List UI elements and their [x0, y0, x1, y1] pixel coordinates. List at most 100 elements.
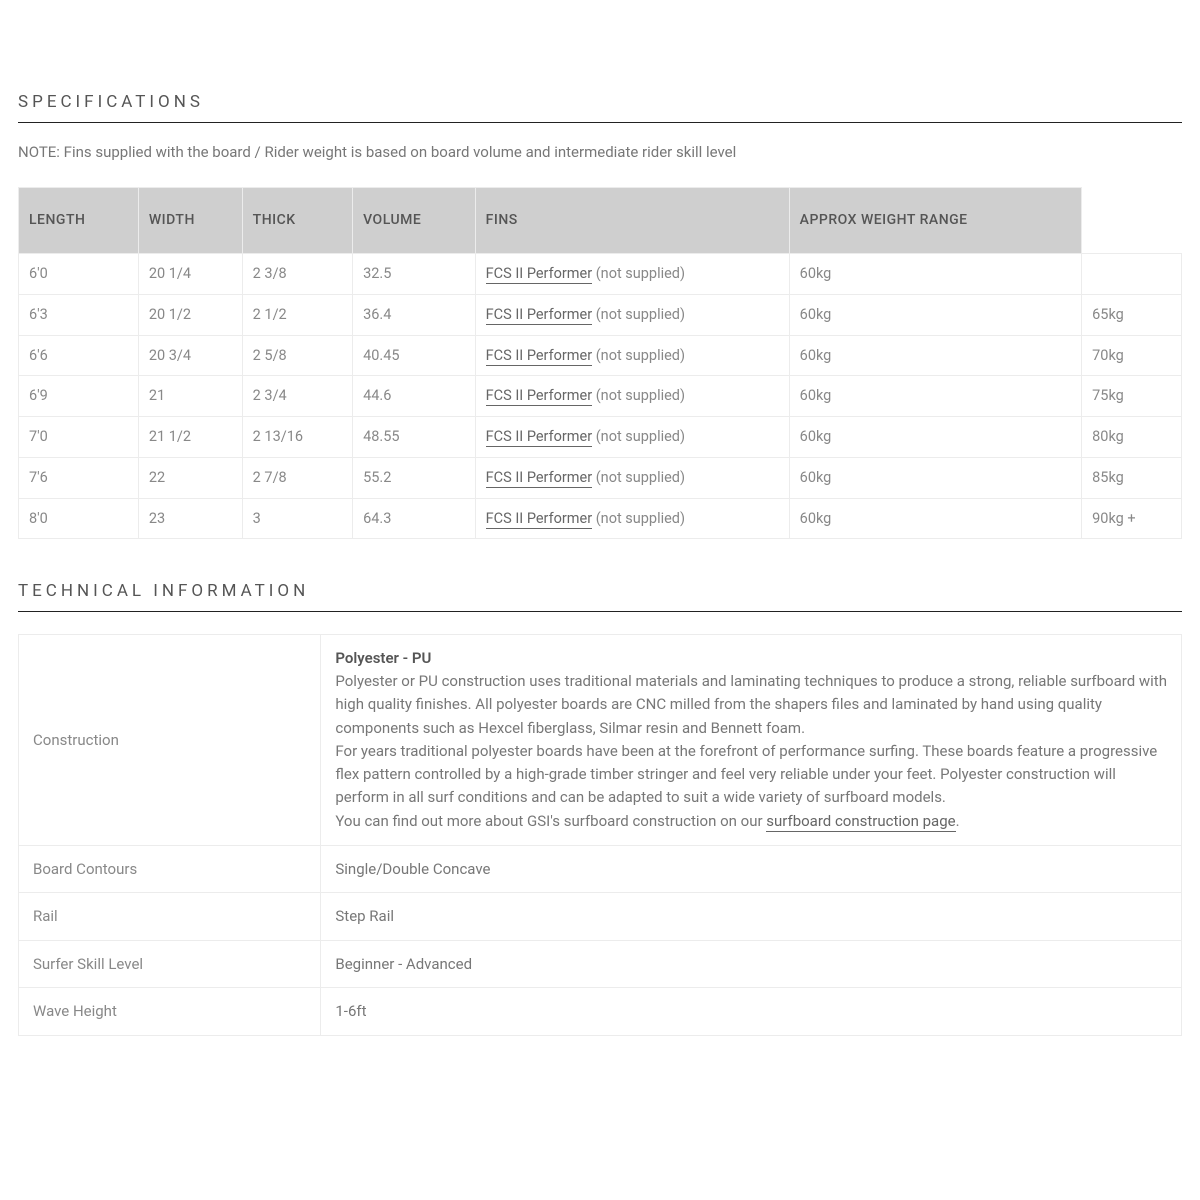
col-length: LENGTH [19, 188, 139, 254]
table-row: 7'6222 7/855.2FCS II Performer (not supp… [19, 457, 1182, 498]
construction-value: Polyester - PU Polyester or PU construct… [321, 634, 1182, 845]
tech-value: 1-6ft [321, 988, 1182, 1036]
construction-subtitle: Polyester - PU [335, 649, 431, 667]
fins-suffix: (not supplied) [592, 510, 685, 527]
cell-thick: 2 7/8 [242, 457, 352, 498]
cell-weight2: 75kg [1082, 376, 1182, 417]
cell-fins: FCS II Performer (not supplied) [475, 417, 789, 458]
tech-label: Rail [19, 893, 321, 941]
fins-suffix: (not supplied) [592, 428, 685, 445]
cell-length: 8'0 [19, 498, 139, 539]
table-row: 6'620 3/42 5/840.45FCS II Performer (not… [19, 335, 1182, 376]
construction-p1: Polyester or PU construction uses tradit… [335, 672, 1167, 737]
specifications-title: SPECIFICATIONS [18, 90, 1182, 123]
fins-link[interactable]: FCS II Performer [486, 510, 592, 529]
table-row: 6'020 1/42 3/832.5FCS II Performer (not … [19, 254, 1182, 295]
cell-volume: 64.3 [353, 498, 476, 539]
cell-weight1: 60kg [789, 294, 1081, 335]
construction-link[interactable]: surfboard construction page [766, 812, 955, 832]
cell-weight1: 60kg [789, 376, 1081, 417]
cell-weight2: 90kg + [1082, 498, 1182, 539]
tech-value: Step Rail [321, 893, 1182, 941]
cell-fins: FCS II Performer (not supplied) [475, 335, 789, 376]
fins-link[interactable]: FCS II Performer [486, 469, 592, 488]
table-row: 7'021 1/22 13/1648.55FCS II Performer (n… [19, 417, 1182, 458]
cell-volume: 44.6 [353, 376, 476, 417]
col-thick: THICK [242, 188, 352, 254]
cell-weight2: 80kg [1082, 417, 1182, 458]
cell-weight1: 60kg [789, 457, 1081, 498]
cell-volume: 48.55 [353, 417, 476, 458]
cell-volume: 36.4 [353, 294, 476, 335]
cell-width: 23 [138, 498, 242, 539]
cell-width: 22 [138, 457, 242, 498]
table-header-row: LENGTH WIDTH THICK VOLUME FINS APPROX WE… [19, 188, 1182, 254]
tech-label: Board Contours [19, 845, 321, 893]
cell-weight2: 65kg [1082, 294, 1182, 335]
fins-link[interactable]: FCS II Performer [486, 347, 592, 366]
cell-volume: 32.5 [353, 254, 476, 295]
cell-weight2 [1082, 254, 1182, 295]
cell-fins: FCS II Performer (not supplied) [475, 457, 789, 498]
cell-length: 7'6 [19, 457, 139, 498]
cell-thick: 3 [242, 498, 352, 539]
tech-label: Wave Height [19, 988, 321, 1036]
col-fins: FINS [475, 188, 789, 254]
fins-suffix: (not supplied) [592, 306, 685, 323]
construction-p2: For years traditional polyester boards h… [335, 742, 1157, 807]
fins-link[interactable]: FCS II Performer [486, 428, 592, 447]
cell-fins: FCS II Performer (not supplied) [475, 498, 789, 539]
cell-volume: 55.2 [353, 457, 476, 498]
fins-suffix: (not supplied) [592, 469, 685, 486]
col-weight: APPROX WEIGHT RANGE [789, 188, 1081, 254]
specifications-note: NOTE: Fins supplied with the board / Rid… [18, 141, 1182, 164]
tech-label: Surfer Skill Level [19, 940, 321, 988]
cell-weight1: 60kg [789, 254, 1081, 295]
table-row: 8'023364.3FCS II Performer (not supplied… [19, 498, 1182, 539]
table-row: 6'9212 3/444.6FCS II Performer (not supp… [19, 376, 1182, 417]
cell-thick: 2 13/16 [242, 417, 352, 458]
cell-weight2: 70kg [1082, 335, 1182, 376]
col-volume: VOLUME [353, 188, 476, 254]
construction-label: Construction [19, 634, 321, 845]
fins-link[interactable]: FCS II Performer [486, 306, 592, 325]
cell-weight1: 60kg [789, 335, 1081, 376]
technical-table: Construction Polyester - PU Polyester or… [18, 634, 1182, 1036]
table-row: Surfer Skill LevelBeginner - Advanced [19, 940, 1182, 988]
cell-volume: 40.45 [353, 335, 476, 376]
cell-length: 7'0 [19, 417, 139, 458]
tech-value: Single/Double Concave [321, 845, 1182, 893]
cell-width: 20 3/4 [138, 335, 242, 376]
cell-length: 6'3 [19, 294, 139, 335]
fins-link[interactable]: FCS II Performer [486, 265, 592, 284]
table-row: Construction Polyester - PU Polyester or… [19, 634, 1182, 845]
col-extra [1082, 188, 1182, 254]
cell-width: 21 1/2 [138, 417, 242, 458]
cell-fins: FCS II Performer (not supplied) [475, 254, 789, 295]
table-row: RailStep Rail [19, 893, 1182, 941]
table-row: Wave Height1-6ft [19, 988, 1182, 1036]
cell-thick: 2 1/2 [242, 294, 352, 335]
construction-p3-suffix: . [956, 812, 960, 830]
fins-suffix: (not supplied) [592, 387, 685, 404]
fins-suffix: (not supplied) [592, 265, 685, 282]
table-row: Board ContoursSingle/Double Concave [19, 845, 1182, 893]
cell-weight1: 60kg [789, 417, 1081, 458]
cell-length: 6'0 [19, 254, 139, 295]
tech-value: Beginner - Advanced [321, 940, 1182, 988]
fins-suffix: (not supplied) [592, 347, 685, 364]
cell-weight2: 85kg [1082, 457, 1182, 498]
construction-p3-prefix: You can find out more about GSI's surfbo… [335, 812, 766, 830]
cell-length: 6'9 [19, 376, 139, 417]
cell-thick: 2 3/4 [242, 376, 352, 417]
cell-fins: FCS II Performer (not supplied) [475, 376, 789, 417]
col-width: WIDTH [138, 188, 242, 254]
cell-width: 20 1/2 [138, 294, 242, 335]
cell-fins: FCS II Performer (not supplied) [475, 294, 789, 335]
cell-thick: 2 5/8 [242, 335, 352, 376]
fins-link[interactable]: FCS II Performer [486, 387, 592, 406]
cell-width: 20 1/4 [138, 254, 242, 295]
cell-width: 21 [138, 376, 242, 417]
cell-weight1: 60kg [789, 498, 1081, 539]
cell-length: 6'6 [19, 335, 139, 376]
